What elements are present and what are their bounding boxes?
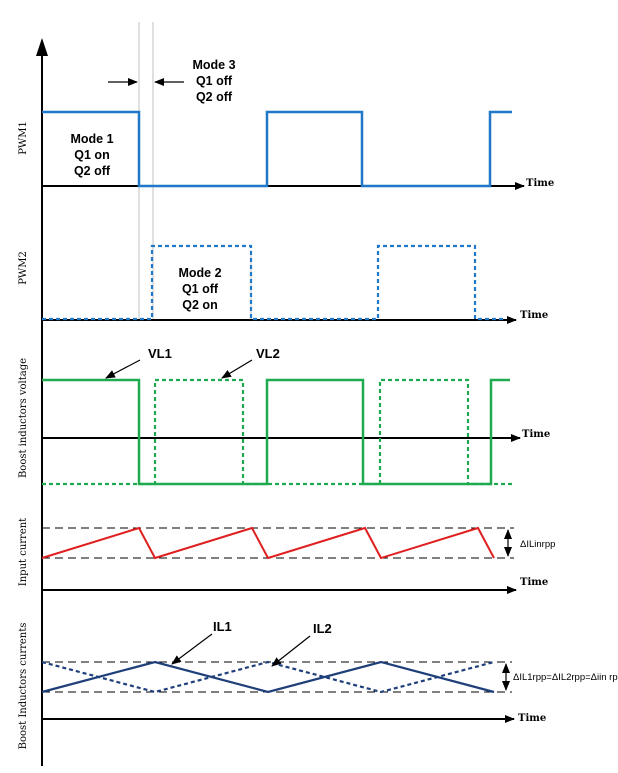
inductor-currents-axis-label: Boost Inductors currents <box>18 623 29 750</box>
input-ripple-label: ΔILinrpp <box>520 539 555 550</box>
mode2-q1: Q1 off <box>182 282 219 296</box>
mode1-title: Mode 1 <box>70 132 113 146</box>
il1-waveform <box>41 660 495 694</box>
vl2-waveform <box>42 378 512 486</box>
mode1-q2: Q2 off <box>74 164 111 178</box>
input-current-panel: Input current Time ΔILinrpp <box>18 518 555 594</box>
mode3-q1: Q1 off <box>196 74 233 88</box>
mode3-q2: Q2 off <box>196 90 233 104</box>
inductor-voltage-axis-label: Boost inductors voltage <box>18 358 29 478</box>
pwm2-axis-label: PWM2 <box>18 251 29 285</box>
input-current-axis-label: Input current <box>18 518 29 586</box>
mode1-q1: Q1 on <box>74 148 109 162</box>
vl1-pointer-arrow <box>105 359 141 379</box>
input-current-waveform <box>41 526 495 560</box>
mode3-title: Mode 3 <box>192 58 235 72</box>
il1-pointer-arrow <box>171 633 213 665</box>
vl1-label: VL1 <box>148 346 172 361</box>
vl2-pointer-arrow <box>221 359 253 379</box>
pwm2-time-label: Time <box>520 310 548 321</box>
il2-pointer-arrow <box>271 635 311 667</box>
il1-label: IL1 <box>213 619 232 634</box>
inductor-voltage-panel: Boost inductors voltage Time VL1 VL2 <box>18 346 550 486</box>
input-current-time-label: Time <box>520 577 548 588</box>
inductor-ripple-label: ΔIL1rpp=ΔIL2rpp=Δiin rpp/2 <box>513 672 618 683</box>
voltage-time-label: Time <box>522 429 550 440</box>
mode2-q2: Q2 on <box>182 298 217 312</box>
pwm1-panel: PWM1 Time Mode 1 Q1 on Q2 off Mode 3 Q1 … <box>18 58 554 190</box>
vertical-axis-arrow-icon <box>36 38 48 56</box>
mode2-title: Mode 2 <box>178 266 221 280</box>
il2-label: IL2 <box>313 621 332 636</box>
inductor-currents-panel: Boost Inductors currents Time IL1 IL2 ΔI… <box>18 619 618 749</box>
pwm1-time-label: Time <box>526 178 554 189</box>
inductor-currents-time-label: Time <box>518 713 546 724</box>
vl2-label: VL2 <box>256 346 280 361</box>
vl1-waveform <box>42 378 510 486</box>
il2-waveform <box>41 660 495 694</box>
pwm2-panel: PWM2 Time Mode 2 Q1 off Q2 on <box>18 244 548 324</box>
pwm1-waveform <box>42 110 512 188</box>
pwm1-axis-label: PWM1 <box>18 121 29 155</box>
pwm2-waveform <box>42 244 505 321</box>
